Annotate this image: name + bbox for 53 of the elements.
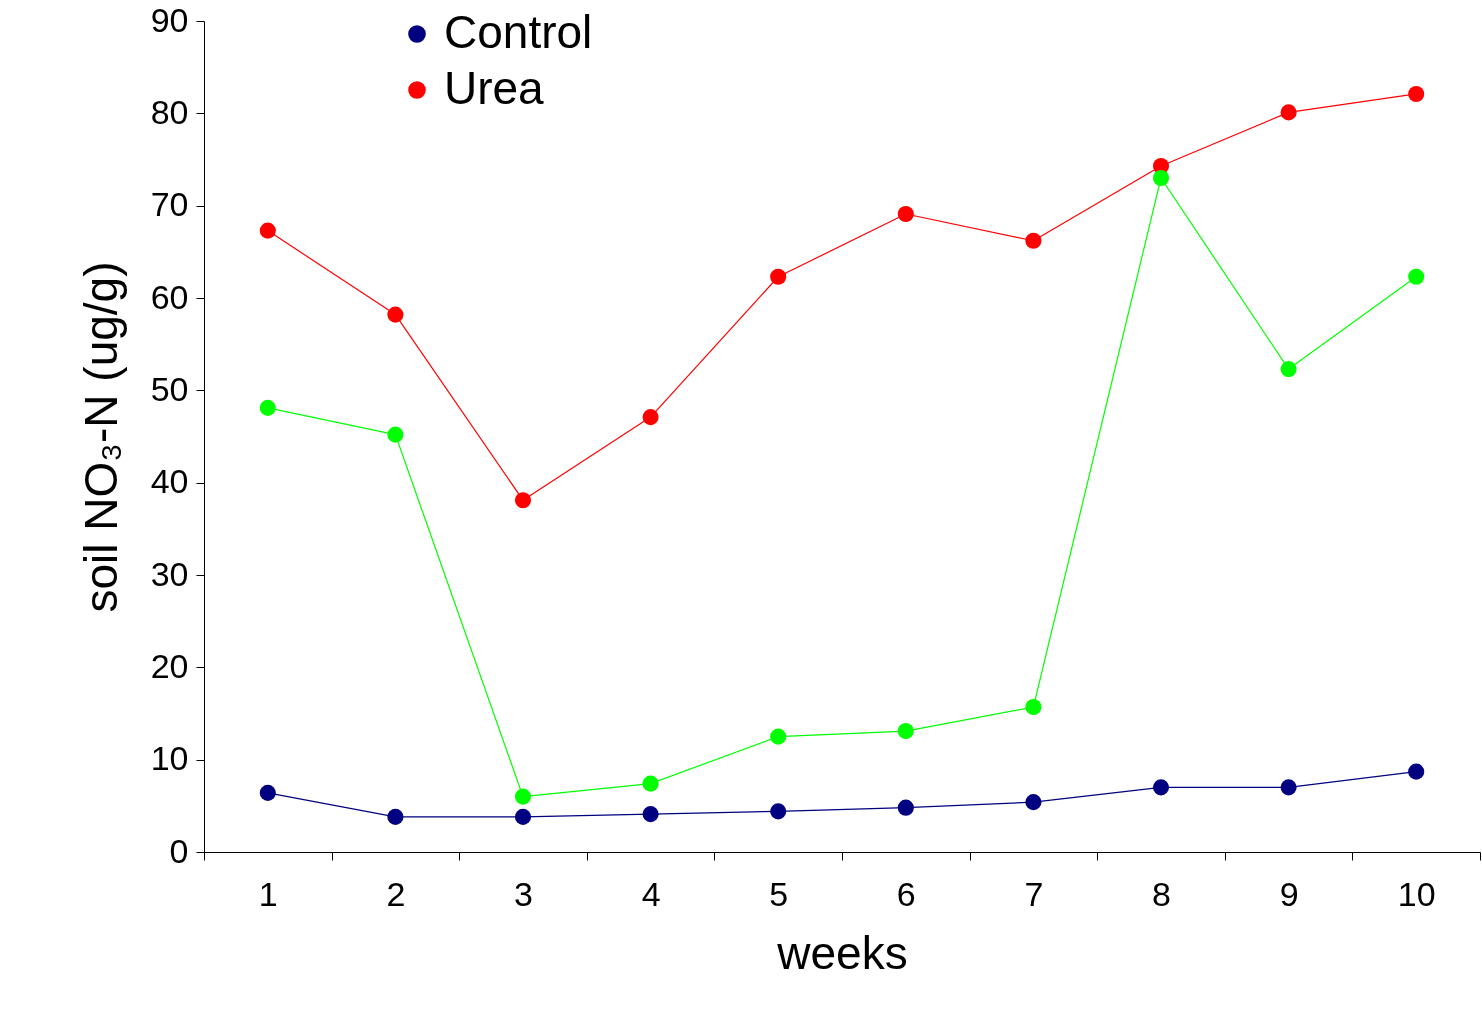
point <box>259 399 276 416</box>
point <box>387 306 404 323</box>
y-tick-label: 20 <box>150 646 189 685</box>
point <box>1152 169 1170 187</box>
point <box>514 788 532 805</box>
point <box>897 723 914 740</box>
point <box>642 775 659 792</box>
point <box>897 205 914 223</box>
x-tick-label: 2 <box>386 874 406 913</box>
y-tick-label: 80 <box>150 92 189 131</box>
y-tick-label: 90 <box>150 0 189 39</box>
point <box>770 803 787 820</box>
point <box>259 784 276 801</box>
point <box>514 808 532 825</box>
x-tick-label: 10 <box>1397 874 1436 913</box>
point <box>1152 779 1170 796</box>
point <box>1025 794 1042 811</box>
point <box>1408 268 1425 285</box>
y-tick-label: 0 <box>169 831 189 870</box>
x-tick-label: 3 <box>514 874 533 913</box>
point <box>770 268 787 285</box>
x-tick-label: 1 <box>258 874 278 913</box>
point <box>1025 232 1042 249</box>
point <box>770 728 787 745</box>
point <box>387 808 404 825</box>
point <box>1025 698 1042 716</box>
point <box>897 799 914 816</box>
y-axis-title: soil NO₃-N (ug/g) <box>74 261 127 613</box>
x-tick-label: 7 <box>1024 874 1044 913</box>
point <box>1280 779 1297 796</box>
point <box>642 806 659 823</box>
x-tick-label: 4 <box>641 874 661 913</box>
point <box>259 222 276 239</box>
y-tick-label: 30 <box>150 554 189 593</box>
y-tick-label: 60 <box>150 277 189 316</box>
legend-label: Control <box>444 6 593 58</box>
point <box>1280 104 1297 121</box>
point <box>1408 85 1425 102</box>
point <box>514 492 532 509</box>
y-tick-label: 50 <box>150 369 189 408</box>
y-tick-label: 40 <box>150 462 189 501</box>
point <box>1280 361 1297 378</box>
y-tick-label: 70 <box>150 185 189 224</box>
legend-label: Urea <box>444 62 545 114</box>
point <box>1408 763 1425 780</box>
x-axis-title: weeks <box>776 926 908 979</box>
x-tick-label: 6 <box>896 874 916 913</box>
point <box>387 426 404 443</box>
x-tick-label: 9 <box>1279 874 1299 913</box>
x-tick-label: 5 <box>769 874 789 913</box>
y-tick-label: 10 <box>150 739 189 778</box>
x-tick-label: 8 <box>1152 874 1171 913</box>
point <box>642 409 659 426</box>
